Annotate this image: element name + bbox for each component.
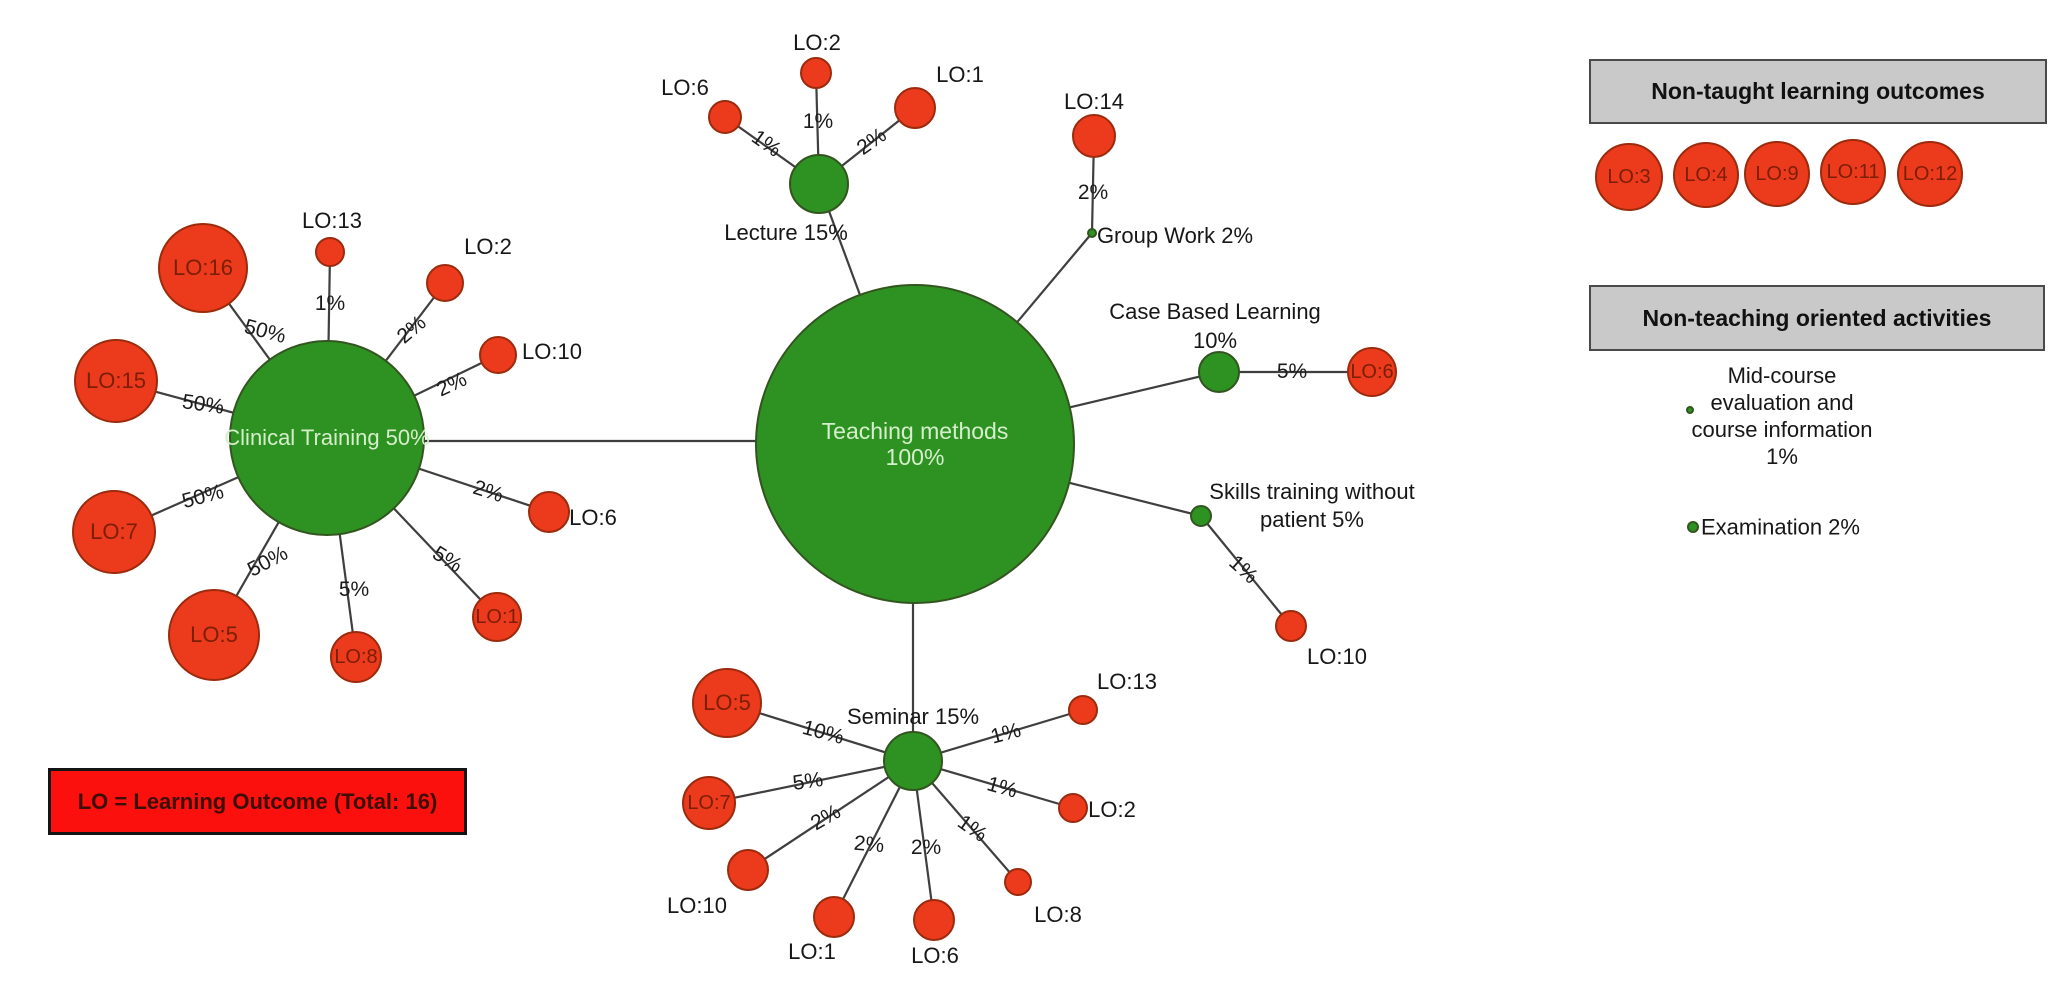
clinical-sat-lo15: LO:15 — [74, 339, 158, 423]
non-taught-lo11: LO:11 — [1820, 139, 1886, 205]
skills-label-line1: Skills training without — [1209, 479, 1415, 504]
non-taught-lo3: LO:3 — [1595, 143, 1663, 211]
edge-label-seminar-lo1: 2% — [852, 831, 886, 858]
teaching-methods-label: Teaching methods 100% — [822, 418, 1009, 471]
legend-box: LO = Learning Outcome (Total: 16) — [48, 768, 467, 835]
node-label: LO:5 — [703, 690, 751, 716]
clinical-sat-lo2 — [426, 264, 464, 302]
teaching-methods-label-line2: 100% — [885, 444, 945, 470]
node-label: LO:5 — [190, 622, 238, 648]
node-label: LO:14 — [1064, 89, 1124, 114]
edge-label-clinical-lo8: 5% — [338, 578, 370, 601]
lecture-label: Lecture 15% — [724, 220, 848, 245]
edge-skills-lo10 — [1200, 515, 1292, 627]
clinical-training-label: Clinical Training 50% — [224, 425, 430, 451]
skills-node — [1190, 505, 1212, 527]
seminar-sat-lo13 — [1068, 695, 1098, 725]
teaching-methods-label-line1: Teaching methods — [821, 417, 1009, 444]
non-taught-lo4: LO:4 — [1673, 142, 1739, 208]
node-label: LO:6 — [569, 505, 617, 530]
lecture-node — [789, 154, 849, 214]
mid-course-label: Mid-course evaluation and course informa… — [1657, 362, 1907, 470]
seminar-sat-lo5: LO:5 — [692, 668, 762, 738]
edge-label-groupwork-lo14: 2% — [1077, 181, 1109, 204]
clinical-sat-lo6 — [528, 491, 570, 533]
non-taught-lo12: LO:12 — [1897, 141, 1963, 207]
node-label: LO:13 — [302, 208, 362, 233]
non-taught-header: Non-taught learning outcomes — [1589, 59, 2047, 124]
node-label: LO:15 — [86, 368, 146, 394]
node-label: LO:10 — [522, 339, 582, 364]
node-label: LO:11 — [1826, 160, 1880, 183]
case-based-sat-lo6: LO:6 — [1347, 347, 1397, 397]
case-based-node — [1198, 351, 1240, 393]
seminar-sat-lo10 — [727, 849, 769, 891]
node-label: LO:6 — [911, 943, 959, 968]
node-label: LO:1 — [936, 62, 984, 87]
node-label: LO:2 — [464, 234, 512, 259]
node-label: LO:10 — [1307, 644, 1367, 669]
clinical-training-node: Clinical Training 50% — [224, 340, 430, 536]
examination-label: Examination 2% — [1701, 514, 1860, 540]
case-based-label-line1: Case Based Learning — [1109, 299, 1321, 324]
examination-dot — [1687, 521, 1699, 533]
node-label: LO:1 — [788, 939, 836, 964]
clinical-sat-lo1: LO:1 — [472, 592, 522, 642]
mid-course-line3: course information — [1691, 417, 1873, 442]
node-label: LO:1 — [475, 605, 519, 628]
case-based-label-line2: 10% — [1192, 328, 1238, 353]
seminar-sat-lo6 — [913, 899, 955, 941]
node-label: LO:3 — [1607, 165, 1651, 188]
non-taught-lo9: LO:9 — [1744, 141, 1810, 207]
lecture-sat-lo1 — [894, 87, 936, 129]
node-label: LO:10 — [667, 893, 727, 918]
node-label: LO:9 — [1755, 162, 1799, 185]
node-label: LO:2 — [793, 30, 841, 55]
mid-course-line4: 1% — [1766, 444, 1798, 469]
mid-course-line1: Mid-course — [1727, 363, 1837, 388]
group-work-node — [1087, 228, 1097, 238]
node-label: LO:8 — [334, 645, 378, 668]
seminar-sat-lo8 — [1004, 868, 1032, 896]
edge-label-clinical-lo13: 1% — [314, 292, 346, 315]
node-label: LO:7 — [687, 791, 731, 814]
node-label: LO:2 — [1088, 797, 1136, 822]
clinical-sat-lo7: LO:7 — [72, 490, 156, 574]
edge-seminar-lo7 — [708, 759, 914, 805]
seminar-sat-lo7: LO:7 — [682, 776, 736, 830]
mid-course-dot — [1686, 406, 1694, 414]
node-label: LO:7 — [90, 519, 138, 545]
edge-seminar-lo10 — [747, 760, 914, 871]
lecture-sat-lo2 — [800, 57, 832, 89]
lecture-sat-lo6 — [708, 100, 742, 134]
skills-label-line2: patient 5% — [1260, 507, 1364, 532]
edge-label-lecture-lo2: 1% — [802, 110, 834, 133]
group-work-label: Group Work 2% — [1096, 223, 1254, 248]
node-label: LO:6 — [661, 75, 709, 100]
node-label: LO:16 — [173, 255, 233, 281]
seminar-sat-lo2 — [1058, 793, 1088, 823]
edge-label-seminar-lo6: 2% — [910, 836, 942, 859]
node-label: LO:8 — [1034, 902, 1082, 927]
seminar-label: Seminar 15% — [846, 704, 980, 729]
clinical-sat-lo10 — [479, 336, 517, 374]
node-label: LO:12 — [1902, 162, 1958, 185]
clinical-sat-lo13 — [315, 237, 345, 267]
skills-sat-lo10 — [1275, 610, 1307, 642]
node-label: LO:6 — [1350, 360, 1394, 383]
group-work-sat-lo14 — [1072, 114, 1116, 158]
edge-label-casebased-lo6: 5% — [1276, 360, 1308, 383]
teaching-methods-node: Teaching methods 100% — [755, 284, 1075, 604]
node-label: LO:13 — [1097, 669, 1157, 694]
seminar-node — [883, 731, 943, 791]
seminar-sat-lo1 — [813, 896, 855, 938]
clinical-sat-lo16: LO:16 — [158, 223, 248, 313]
mid-course-line2: evaluation and — [1710, 390, 1854, 415]
clinical-sat-lo8: LO:8 — [330, 631, 382, 683]
clinical-sat-lo5: LO:5 — [168, 589, 260, 681]
node-label: LO:4 — [1684, 163, 1728, 186]
edge-label-seminar-lo7: 5% — [791, 768, 825, 796]
non-teaching-header: Non-teaching oriented activities — [1589, 285, 2045, 351]
